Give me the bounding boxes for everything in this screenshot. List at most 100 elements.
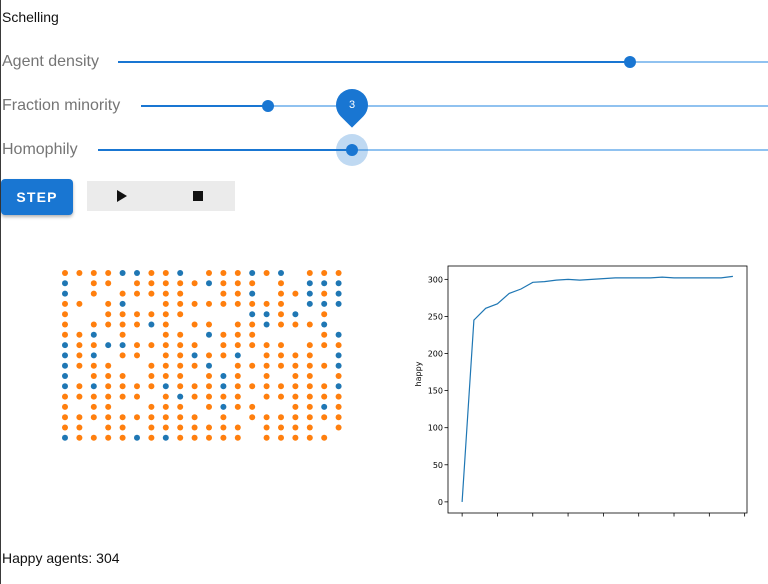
agent-orange	[220, 342, 227, 349]
agent-orange	[321, 362, 328, 369]
agent-orange	[206, 393, 212, 400]
homophily-track-fill[interactable]	[98, 149, 352, 151]
fraction-minority-track-rest[interactable]	[268, 105, 768, 107]
agent-orange	[90, 414, 97, 421]
agent-orange	[162, 321, 169, 328]
agent-orange	[263, 342, 270, 349]
agent-blue	[335, 290, 342, 297]
homophily-slider[interactable]: Homophily 3	[0, 82, 768, 166]
agent-orange	[177, 373, 184, 379]
agent-orange	[292, 352, 299, 359]
agent-blue	[220, 373, 227, 379]
agent-orange	[62, 311, 68, 318]
agent-orange	[105, 424, 112, 431]
agent-orange	[76, 342, 83, 349]
agent-orange	[249, 300, 256, 307]
chart-y-axis-label: happy	[414, 361, 423, 386]
agent-orange	[134, 383, 140, 390]
agent-orange	[278, 424, 284, 431]
agent-orange	[119, 424, 126, 431]
agent-blue	[335, 383, 342, 390]
agent-orange	[105, 270, 112, 276]
agent-orange	[76, 424, 83, 431]
agent-orange	[206, 403, 212, 410]
agent-orange	[162, 424, 169, 431]
agent-orange	[278, 290, 284, 297]
agent-orange	[335, 270, 342, 276]
agent-orange	[134, 393, 140, 400]
agent-blue	[62, 434, 68, 441]
agent-orange	[234, 321, 241, 328]
agent-orange	[177, 290, 184, 297]
stop-button[interactable]	[161, 181, 235, 211]
step-button[interactable]: STEP	[1, 179, 73, 215]
agent-orange	[249, 280, 256, 287]
agent-blue	[148, 321, 155, 328]
agent-blue	[306, 300, 313, 307]
fraction-minority-track-fill[interactable]	[141, 105, 268, 107]
agent-orange	[263, 373, 270, 379]
agent-orange	[177, 362, 184, 369]
agent-orange	[335, 342, 342, 349]
agent-orange	[177, 424, 184, 431]
agent-orange	[234, 280, 241, 287]
agent-orange	[105, 383, 112, 390]
agent-orange	[278, 311, 284, 318]
agent-blue	[321, 321, 328, 328]
agent-blue	[249, 270, 256, 276]
agent-orange	[220, 352, 227, 359]
agent-orange	[234, 383, 241, 390]
agent-blue	[62, 280, 68, 287]
homophily-label: Homophily	[2, 141, 78, 158]
fraction-minority-thumb[interactable]	[262, 100, 274, 112]
agent-orange	[306, 270, 313, 276]
agent-orange	[335, 424, 342, 431]
agent-orange	[191, 424, 198, 431]
agent-orange	[90, 342, 97, 349]
agent-orange	[105, 362, 112, 369]
homophily-thumb[interactable]	[346, 144, 358, 156]
agent-orange	[191, 393, 198, 400]
agent-orange	[177, 311, 184, 318]
agent-orange	[177, 414, 184, 421]
play-button[interactable]	[87, 181, 161, 211]
fraction-minority-slider[interactable]: Fraction minority	[0, 94, 768, 118]
agent-orange	[90, 321, 97, 328]
agent-orange	[292, 424, 299, 431]
agent-orange	[76, 383, 83, 390]
homophily-track-rest[interactable]	[352, 149, 768, 151]
agent-orange	[206, 424, 212, 431]
agent-orange	[335, 414, 342, 421]
agent-orange	[134, 311, 140, 318]
agent-orange	[162, 331, 169, 338]
agent-blue	[90, 331, 97, 338]
agent-orange	[90, 403, 97, 410]
agent-orange	[321, 331, 328, 338]
agent-blue	[278, 270, 284, 276]
agent-orange	[119, 393, 126, 400]
agent-orange	[162, 300, 169, 307]
agent-density-slider[interactable]: Agent density	[0, 50, 768, 74]
agent-orange	[306, 424, 313, 431]
agent-orange	[90, 373, 97, 379]
agent-orange	[206, 383, 212, 390]
agent-orange	[220, 290, 227, 297]
agent-orange	[177, 300, 184, 307]
agent-orange	[105, 311, 112, 318]
agent-orange	[90, 280, 97, 287]
agent-density-track-fill[interactable]	[118, 61, 630, 63]
agent-orange	[76, 434, 83, 441]
agent-orange	[278, 434, 284, 441]
agent-orange	[105, 393, 112, 400]
agent-orange	[90, 362, 97, 369]
agent-orange	[249, 342, 256, 349]
agent-orange	[76, 300, 83, 307]
agent-density-thumb[interactable]	[624, 56, 636, 68]
agent-density-track-rest[interactable]	[630, 61, 768, 63]
agent-orange	[62, 331, 68, 338]
agent-blue	[177, 393, 184, 400]
agent-orange	[177, 342, 184, 349]
agent-orange	[278, 393, 284, 400]
agent-orange	[191, 280, 198, 287]
agent-orange	[90, 290, 97, 297]
